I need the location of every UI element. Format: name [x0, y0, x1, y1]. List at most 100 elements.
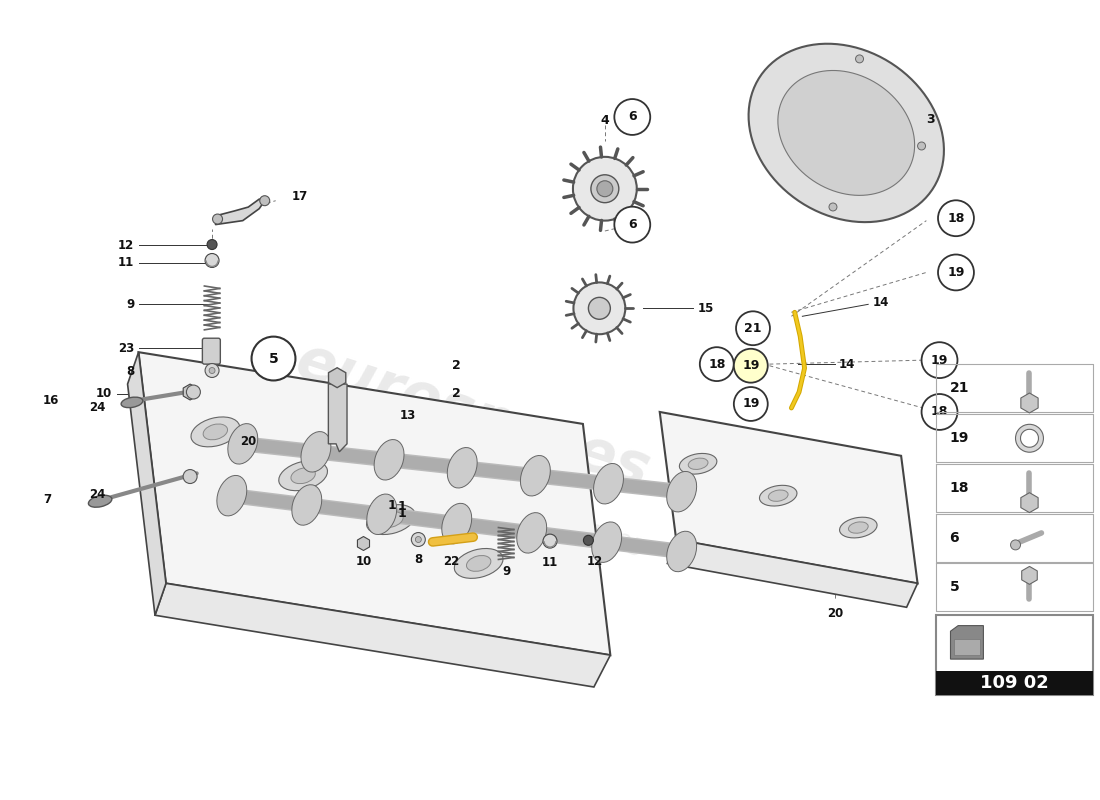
Text: 17: 17 [293, 190, 308, 203]
Ellipse shape [839, 518, 877, 538]
Text: 21: 21 [745, 322, 761, 334]
Text: 12: 12 [118, 239, 134, 252]
Circle shape [591, 174, 619, 202]
Ellipse shape [217, 475, 246, 516]
Circle shape [252, 337, 296, 381]
Text: 18: 18 [931, 406, 948, 418]
Text: 21: 21 [949, 381, 969, 395]
Polygon shape [216, 199, 265, 225]
Ellipse shape [517, 513, 547, 553]
Ellipse shape [366, 505, 416, 534]
Text: 18: 18 [708, 358, 726, 370]
Ellipse shape [667, 531, 696, 572]
Text: 22: 22 [443, 555, 460, 569]
Circle shape [543, 534, 557, 548]
Circle shape [205, 363, 219, 378]
Text: 20: 20 [240, 435, 256, 448]
Text: 9: 9 [502, 565, 510, 578]
Text: 15: 15 [698, 302, 715, 315]
Circle shape [736, 311, 770, 345]
Circle shape [588, 298, 610, 319]
Ellipse shape [278, 461, 328, 490]
Ellipse shape [680, 454, 717, 474]
Circle shape [186, 385, 200, 399]
Circle shape [614, 99, 650, 135]
Text: 5: 5 [268, 351, 278, 366]
Text: 109 02: 109 02 [980, 674, 1049, 692]
Text: 2: 2 [452, 358, 461, 371]
Circle shape [917, 142, 925, 150]
Circle shape [938, 200, 974, 236]
Polygon shape [936, 671, 1093, 695]
Ellipse shape [667, 471, 696, 512]
Text: 19: 19 [949, 431, 969, 446]
Ellipse shape [594, 463, 624, 504]
Polygon shape [954, 639, 980, 655]
Ellipse shape [204, 424, 228, 440]
Text: 19: 19 [931, 354, 948, 366]
Polygon shape [128, 352, 166, 615]
Ellipse shape [292, 485, 321, 526]
Text: 6: 6 [628, 110, 637, 123]
Ellipse shape [769, 490, 788, 502]
Circle shape [212, 214, 222, 224]
Circle shape [411, 533, 426, 546]
Text: 11: 11 [118, 256, 134, 270]
Ellipse shape [448, 447, 477, 488]
Text: 8: 8 [415, 553, 422, 566]
Text: 9: 9 [125, 298, 134, 311]
Text: 10: 10 [355, 555, 372, 569]
Ellipse shape [454, 549, 503, 578]
FancyBboxPatch shape [202, 338, 220, 364]
Ellipse shape [88, 495, 112, 507]
Text: 8: 8 [125, 365, 134, 378]
Ellipse shape [290, 468, 316, 484]
Text: 5: 5 [949, 580, 959, 594]
Text: 18: 18 [947, 212, 965, 225]
Polygon shape [329, 384, 346, 452]
Polygon shape [155, 583, 610, 687]
Ellipse shape [442, 503, 472, 544]
Circle shape [209, 367, 214, 374]
Text: 7: 7 [43, 493, 52, 506]
Circle shape [614, 206, 650, 242]
Text: eurospares: eurospares [289, 332, 658, 500]
Text: 4: 4 [601, 114, 609, 127]
Ellipse shape [848, 522, 868, 534]
Ellipse shape [592, 522, 622, 562]
Ellipse shape [301, 431, 331, 472]
Ellipse shape [520, 455, 550, 496]
Text: 19: 19 [742, 359, 759, 372]
Polygon shape [139, 352, 610, 655]
Circle shape [573, 282, 625, 334]
Circle shape [1011, 540, 1021, 550]
Text: 6: 6 [628, 218, 637, 231]
Ellipse shape [228, 424, 257, 464]
Text: 6: 6 [949, 531, 959, 545]
Circle shape [597, 181, 613, 197]
Circle shape [922, 394, 957, 430]
Text: 19: 19 [742, 398, 759, 410]
Circle shape [734, 387, 768, 421]
Circle shape [583, 535, 593, 546]
Circle shape [207, 239, 217, 250]
Ellipse shape [366, 494, 397, 534]
Text: 14: 14 [838, 358, 855, 370]
Text: 11: 11 [542, 556, 558, 570]
Circle shape [922, 342, 957, 378]
Text: 19: 19 [947, 266, 965, 279]
Text: 1: 1 [397, 500, 406, 514]
Ellipse shape [378, 512, 403, 527]
Text: 16: 16 [43, 394, 59, 406]
Polygon shape [660, 412, 917, 583]
Ellipse shape [466, 555, 491, 571]
Polygon shape [749, 44, 944, 222]
Circle shape [416, 537, 421, 542]
Text: 10: 10 [96, 387, 112, 400]
Text: 24: 24 [89, 402, 106, 414]
Circle shape [829, 203, 837, 211]
Text: 23: 23 [118, 342, 134, 354]
Polygon shape [778, 70, 914, 195]
Ellipse shape [689, 458, 708, 470]
Circle shape [734, 349, 768, 382]
